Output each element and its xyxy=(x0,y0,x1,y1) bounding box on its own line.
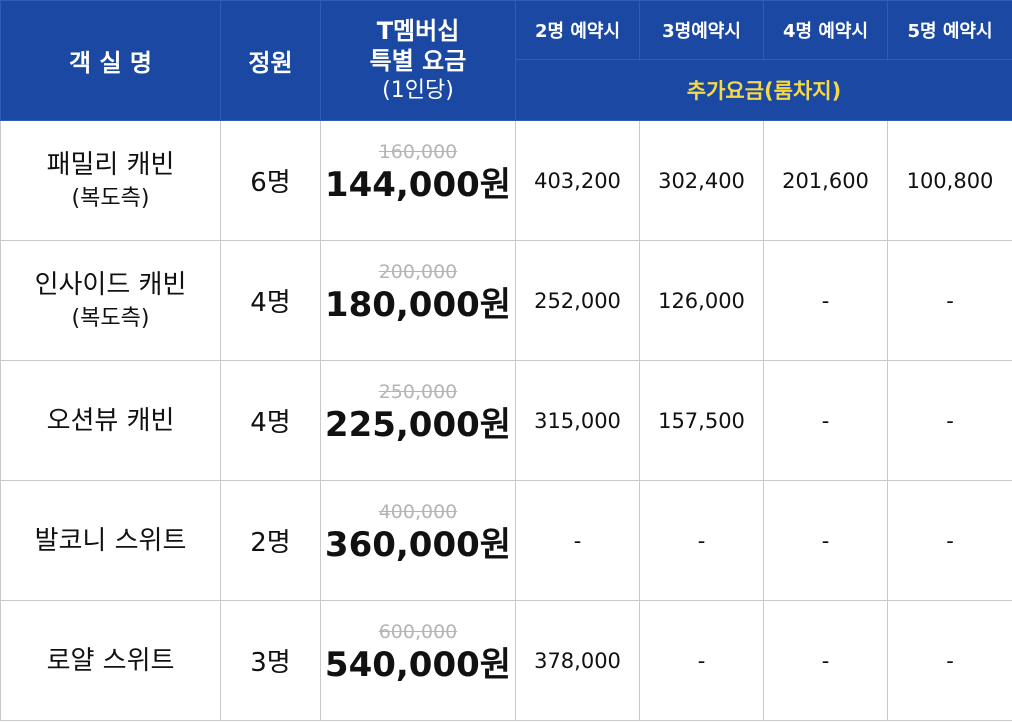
table-row: 로얄 스위트 3명 600,000 540,000원 378,000 - - - xyxy=(0,600,1012,721)
special-price: 540,000원 xyxy=(324,644,512,685)
header-4-persons: 4명 예약시 xyxy=(763,0,888,60)
original-price: 250,000 xyxy=(378,380,458,403)
special-price: 360,000원 xyxy=(324,524,512,565)
surcharge-2-persons: 378,000 xyxy=(515,600,640,721)
room-name-cell: 오션뷰 캐빈 xyxy=(0,360,221,481)
capacity-header: 정원 xyxy=(220,0,321,121)
header-3-persons: 3명예약시 xyxy=(639,0,764,60)
surcharge-3-persons: - xyxy=(639,480,764,601)
surcharge-4-persons: 201,600 xyxy=(763,120,888,241)
capacity-cell: 2명 xyxy=(220,480,321,601)
original-price: 600,000 xyxy=(378,620,458,643)
room-name-cell: 로얄 스위트 xyxy=(0,600,221,721)
surcharge-3-persons: 302,400 xyxy=(639,120,764,241)
surcharge-5-persons: - xyxy=(887,480,1012,601)
room-name-cell: 인사이드 캐빈 (복도측) xyxy=(0,240,221,361)
surcharge-4-persons: - xyxy=(763,480,888,601)
surcharge-3-persons: 126,000 xyxy=(639,240,764,361)
original-price: 200,000 xyxy=(378,260,458,283)
special-price-header: T멤버십 특별 요금 (1인당) xyxy=(320,0,516,121)
surcharge-3-persons: 157,500 xyxy=(639,360,764,481)
capacity-cell: 6명 xyxy=(220,120,321,241)
price-cell: 250,000 225,000원 xyxy=(320,360,516,481)
surcharge-2-persons: 315,000 xyxy=(515,360,640,481)
table-row: 패밀리 캐빈 (복도측) 6명 160,000 144,000원 403,200… xyxy=(0,120,1012,241)
price-cell: 200,000 180,000원 xyxy=(320,240,516,361)
table-row: 발코니 스위트 2명 400,000 360,000원 - - - - xyxy=(0,480,1012,601)
room-name-header: 객 실 명 xyxy=(0,0,221,121)
table-row: 인사이드 캐빈 (복도측) 4명 200,000 180,000원 252,00… xyxy=(0,240,1012,361)
header-5-persons: 5명 예약시 xyxy=(887,0,1012,60)
room-name: 오션뷰 캐빈 xyxy=(46,405,175,436)
price-cell: 160,000 144,000원 xyxy=(320,120,516,241)
surcharge-4-persons: - xyxy=(763,600,888,721)
surcharge-2-persons: 252,000 xyxy=(515,240,640,361)
special-price-header-line2: 특별 요금 xyxy=(369,46,467,75)
surcharge-5-persons: - xyxy=(887,360,1012,481)
surcharge-3-persons: - xyxy=(639,600,764,721)
surcharge-4-persons: - xyxy=(763,360,888,481)
room-name: 인사이드 캐빈 xyxy=(34,269,187,300)
room-name: 패밀리 캐빈 xyxy=(46,149,175,180)
surcharge-4-persons: - xyxy=(763,240,888,361)
capacity-cell: 3명 xyxy=(220,600,321,721)
room-note: (복도측) xyxy=(71,185,150,211)
room-name: 로얄 스위트 xyxy=(46,645,175,676)
original-price: 400,000 xyxy=(378,500,458,523)
capacity-cell: 4명 xyxy=(220,240,321,361)
special-price: 225,000원 xyxy=(324,404,512,445)
header-2-persons: 2명 예약시 xyxy=(515,0,640,60)
capacity-cell: 4명 xyxy=(220,360,321,481)
original-price: 160,000 xyxy=(378,140,458,163)
room-note: (복도측) xyxy=(71,305,150,331)
special-price: 180,000원 xyxy=(324,284,512,325)
surcharge-2-persons: 403,200 xyxy=(515,120,640,241)
surcharge-2-persons: - xyxy=(515,480,640,601)
special-price: 144,000원 xyxy=(324,164,512,205)
surcharge-5-persons: - xyxy=(887,240,1012,361)
room-name-cell: 패밀리 캐빈 (복도측) xyxy=(0,120,221,241)
room-name: 발코니 스위트 xyxy=(34,525,187,556)
special-price-header-line3: (1인당) xyxy=(382,77,454,103)
room-name-cell: 발코니 스위트 xyxy=(0,480,221,601)
price-cell: 400,000 360,000원 xyxy=(320,480,516,601)
price-cell: 600,000 540,000원 xyxy=(320,600,516,721)
surcharge-5-persons: - xyxy=(887,600,1012,721)
surcharge-5-persons: 100,800 xyxy=(887,120,1012,241)
surcharge-header: 추가요금(룸차지) xyxy=(515,59,1012,121)
special-price-header-line1: T멤버십 xyxy=(376,16,460,45)
table-row: 오션뷰 캐빈 4명 250,000 225,000원 315,000 157,5… xyxy=(0,360,1012,481)
table-header: 객 실 명 정원 T멤버십 특별 요금 (1인당) 2명 예약시 3명예약시 4… xyxy=(0,0,1012,121)
